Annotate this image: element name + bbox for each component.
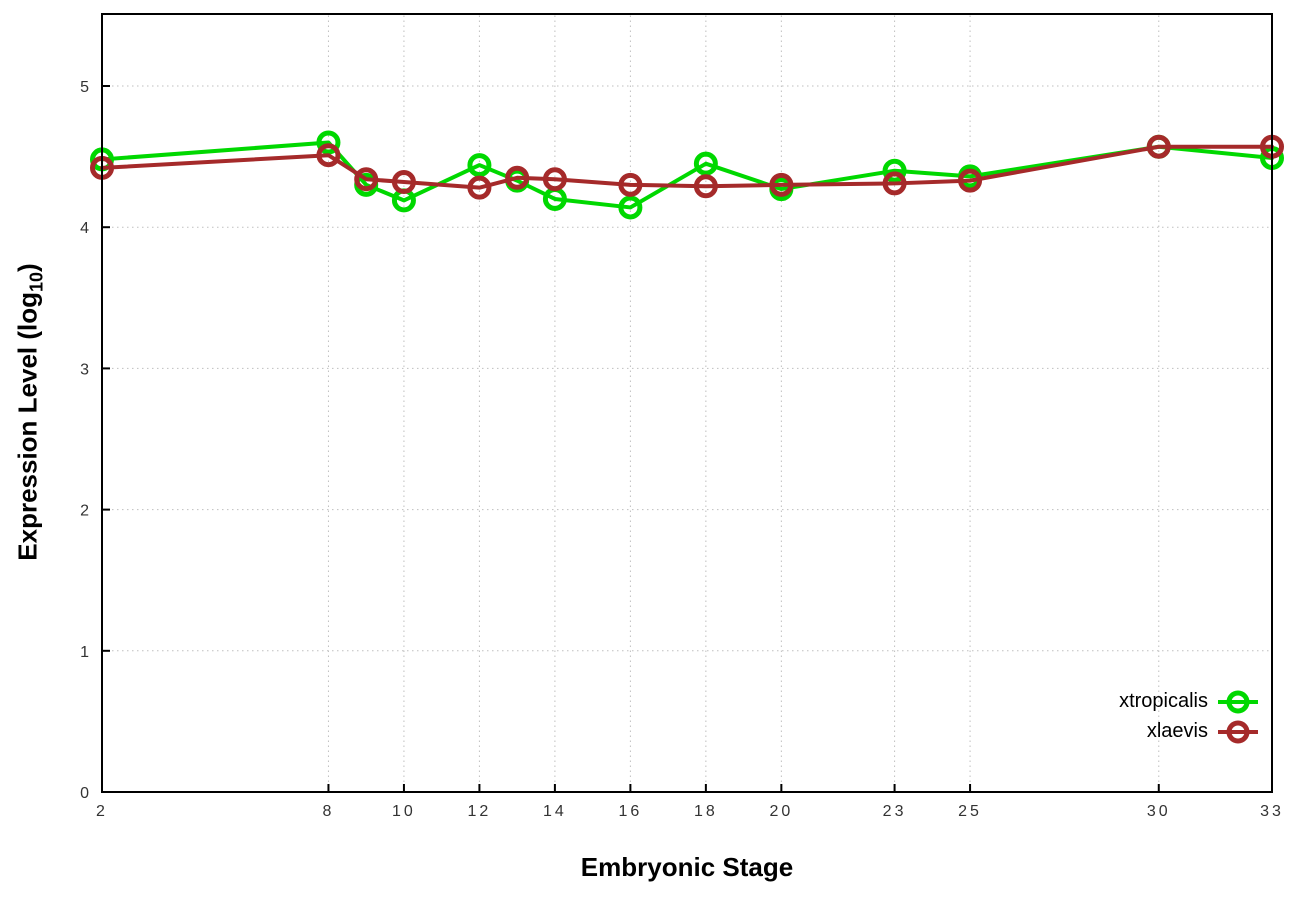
data-point-xtropicalis [693, 151, 718, 176]
legend-label-xtropicalis: xtropicalis [1119, 690, 1208, 712]
y-tick-label: 3 [80, 361, 89, 378]
data-point-xlaevis [316, 143, 341, 168]
x-tick-label: 30 [1147, 803, 1171, 820]
data-point-xlaevis [391, 170, 416, 195]
y-tick-label: 5 [80, 79, 89, 96]
plot-border [101, 13, 1273, 793]
data-point-xtropicalis [467, 153, 492, 178]
x-tick-label: 12 [468, 803, 492, 820]
y-tick-label: 0 [80, 785, 89, 802]
data-point-xlaevis [354, 167, 379, 192]
data-point-xtropicalis [316, 130, 341, 155]
legend-item-xtropicalis: xtropicalis [1119, 687, 1260, 716]
data-point-xlaevis [542, 167, 567, 192]
data-point-xtropicalis [618, 195, 643, 220]
series-line-xlaevis [100, 144, 1274, 190]
x-axis-title: Embryonic Stage [580, 852, 794, 882]
y-tick-label: 2 [80, 503, 89, 520]
y-axis-title-suffix: ) [12, 263, 43, 272]
y-axis-title: Expression Level (log10) [12, 263, 47, 560]
data-point-xlaevis [467, 175, 492, 200]
x-tick-label: 18 [694, 803, 718, 820]
data-point-xtropicalis [882, 158, 907, 183]
legend-item-xlaevis: xlaevis [1119, 717, 1260, 746]
x-tick-label: 23 [883, 803, 907, 820]
data-point-xlaevis [618, 172, 643, 197]
x-tick-label: 14 [543, 803, 567, 820]
data-point-xlaevis [769, 172, 794, 197]
data-point-xlaevis [1146, 134, 1171, 159]
x-tick-label: 16 [618, 803, 642, 820]
data-point-xlaevis [693, 174, 718, 199]
y-tick-label: 4 [80, 220, 89, 237]
legend-marker-icon [1218, 720, 1258, 743]
x-tick-label: 20 [769, 803, 793, 820]
y-axis-title-subscript: 10 [26, 271, 47, 292]
x-tick-label: 10 [392, 803, 416, 820]
data-point-xlaevis [882, 171, 907, 196]
data-point-xlaevis [505, 165, 530, 190]
legend: xtropicalis xlaevis [1119, 687, 1260, 746]
legend-marker-icon [1218, 690, 1258, 713]
data-point-xlaevis [958, 168, 983, 193]
series-line-xtropicalis [100, 140, 1274, 210]
y-tick-label: 1 [80, 644, 89, 661]
legend-label-xlaevis: xlaevis [1146, 720, 1208, 742]
x-tick-label: 25 [958, 803, 982, 820]
y-axis-title-text: Expression Level (log [12, 291, 43, 561]
x-tick-label: 2 [96, 803, 108, 820]
x-tick-label: 8 [322, 803, 334, 820]
x-tick-label: 33 [1260, 803, 1284, 820]
